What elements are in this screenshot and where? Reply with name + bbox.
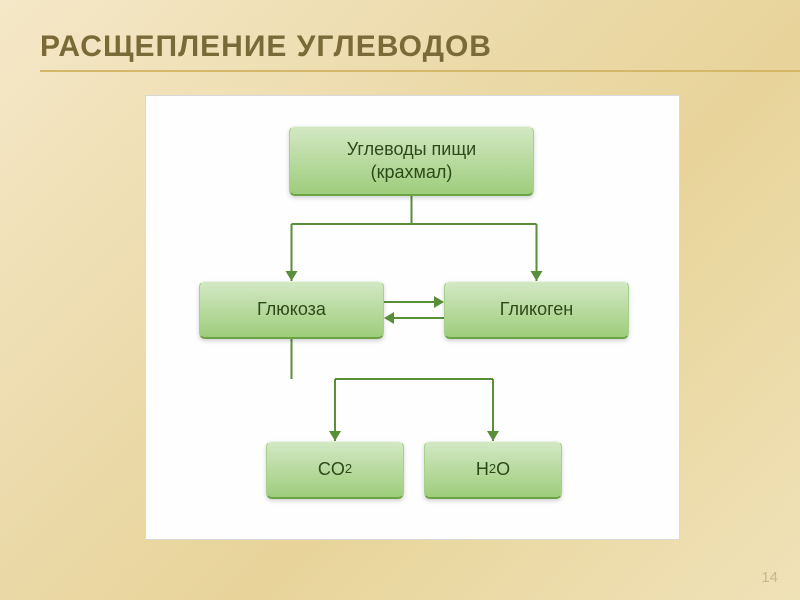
flowchart-node-co2: CO2 [266, 441, 404, 499]
title-underline [40, 70, 800, 72]
slide-title: РАСЩЕПЛЕНИЕ УГЛЕВОДОВ [40, 30, 800, 64]
page-number: 14 [761, 569, 778, 586]
slide-header: РАСЩЕПЛЕНИЕ УГЛЕВОДОВ [0, 0, 800, 72]
flowchart-node-food: Углеводы пищи(крахмал) [289, 126, 534, 196]
diagram-frame: Углеводы пищи(крахмал) Глюкоза Гликоген CO2… [145, 95, 680, 540]
flowchart-node-glycogen: Гликоген [444, 281, 629, 339]
flowchart-node-h2o: H2O [424, 441, 562, 499]
flowchart-node-glucose: Глюкоза [199, 281, 384, 339]
